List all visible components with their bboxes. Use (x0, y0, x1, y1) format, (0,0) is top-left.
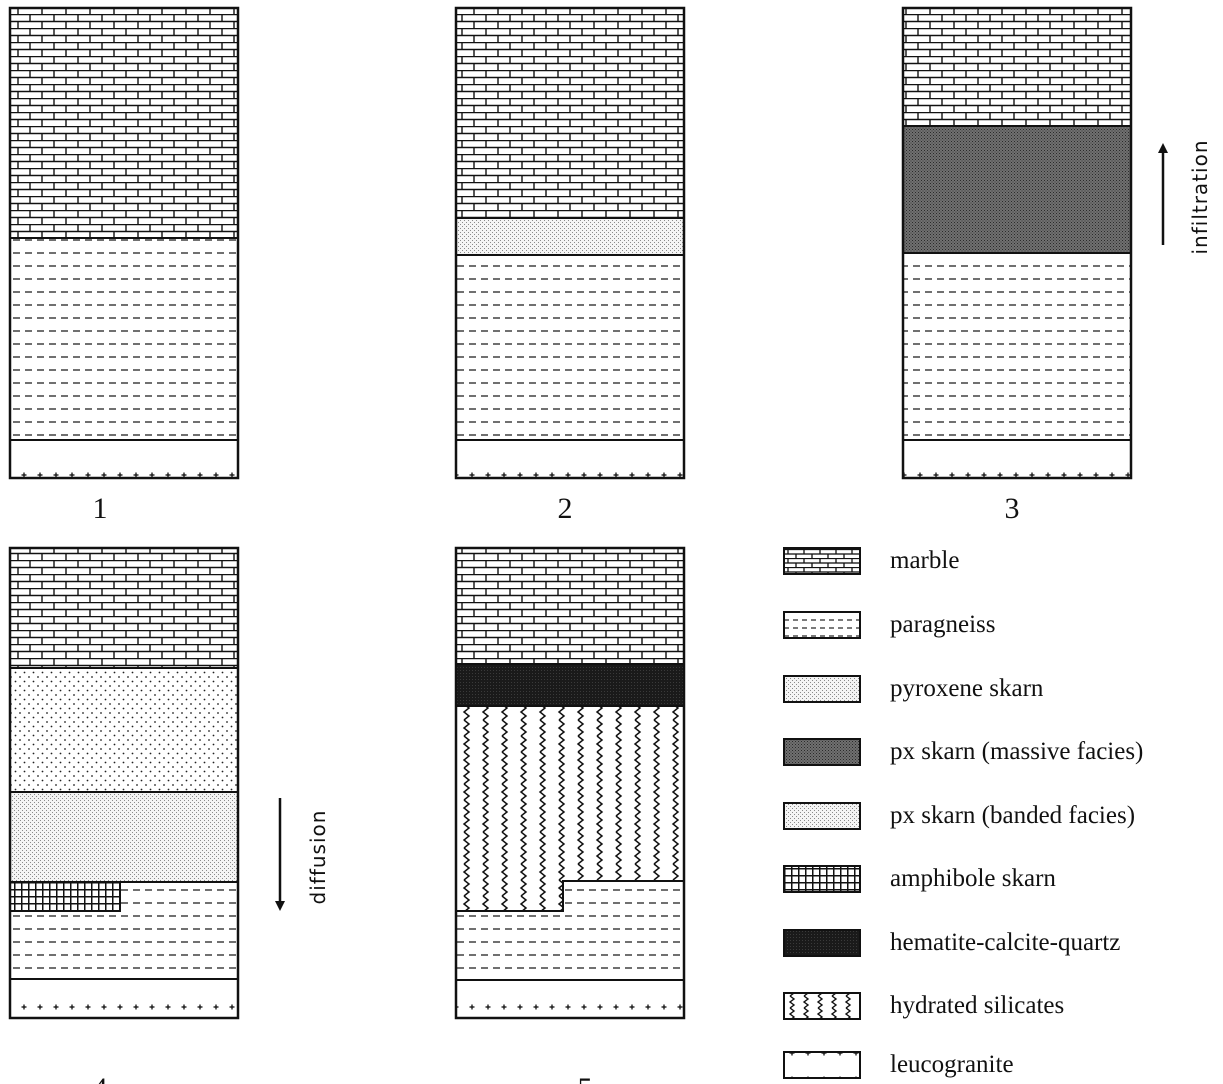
legend-label-banded-facies: px skarn (banded facies) (890, 802, 1135, 829)
column-5-outline (454, 546, 686, 1020)
legend-item-amphibole-skarn: amphibole skarn (783, 865, 1056, 893)
column-4-layer-amphibole-skarn (9, 881, 121, 912)
legend-item-paragneiss: paragneiss (783, 611, 996, 639)
legend-label-massive-facies: px skarn (massive facies) (890, 738, 1143, 765)
legend-label-amphibole-skarn: amphibole skarn (890, 865, 1056, 892)
column-2-layer-paragneiss (456, 255, 684, 440)
column-3-label: 3 (1005, 492, 1020, 525)
legend-item-leucogranite: leucogranite (783, 1051, 1014, 1079)
column-4-outline (8, 546, 240, 1020)
column-2-label: 2 (558, 492, 573, 525)
column-5-layer-hydrated-silicates (455, 705, 685, 912)
legend-label-hematite-calcite-quartz: hematite-calcite-quartz (890, 929, 1120, 956)
infiltration-label: infiltration (1188, 139, 1212, 254)
column-4-label: 4 (93, 1072, 108, 1084)
legend-label-paragneiss: paragneiss (890, 611, 996, 638)
legend-item-banded-facies: px skarn (banded facies) (783, 802, 1135, 830)
column-5: 5 (454, 546, 686, 1084)
legend-label-marble: marble (890, 547, 959, 574)
column-1-layer-marble (10, 8, 238, 238)
column-5-label: 5 (578, 1072, 593, 1084)
column-5-layer-hematite-calcite-quartz (456, 664, 684, 706)
legend-swatch-amphibole-skarn (783, 865, 861, 893)
column-2-outline (454, 6, 686, 480)
column-1: 1 (8, 6, 240, 525)
legend-swatch-banded-facies (783, 802, 861, 830)
column-4: 4 diffusion (8, 546, 330, 1084)
legend-swatch-massive-facies (783, 738, 861, 766)
legend-swatch-hydrated-silicates (783, 992, 861, 1020)
column-1-layer-paragneiss (10, 238, 238, 440)
column-3-layer-massive-facies (903, 126, 1131, 253)
column-3-layer-paragneiss (903, 253, 1131, 440)
column-1-layer-leucogranite (10, 440, 238, 478)
legend-swatch-leucogranite (783, 1051, 861, 1079)
column-5-layer-leucogranite (456, 980, 684, 1018)
column-4-layer-marble (10, 548, 238, 668)
column-2-layer-pyroxene-skarn (456, 218, 684, 255)
diffusion-label: diffusion (306, 810, 330, 905)
column-3-layer-marble (903, 8, 1131, 126)
legend-swatch-pyroxene-skarn (783, 675, 861, 703)
column-2-layer-marble (456, 8, 684, 218)
legend-label-leucogranite: leucogranite (890, 1051, 1014, 1078)
column-2-layer-leucogranite (456, 440, 684, 478)
column-3: 3 infiltration (901, 6, 1212, 525)
legend-item-marble: marble (783, 547, 959, 575)
legend-swatch-hematite-calcite-quartz (783, 929, 861, 957)
legend: marble paragneiss pyroxene skarn px skar… (783, 547, 1143, 1079)
column-1-label: 1 (93, 492, 108, 525)
legend-label-hydrated-silicates: hydrated silicates (890, 992, 1064, 1019)
column-2: 2 (454, 6, 686, 525)
legend-item-massive-facies: px skarn (massive facies) (783, 738, 1143, 766)
column-5-layer-marble (456, 548, 684, 664)
legend-item-hematite-calcite-quartz: hematite-calcite-quartz (783, 929, 1120, 957)
legend-swatch-paragneiss (783, 611, 861, 639)
column-3-outline (901, 6, 1133, 480)
column-3-layer-leucogranite (903, 440, 1131, 478)
column-1-outline (8, 6, 240, 480)
legend-label-pyroxene-skarn: pyroxene skarn (890, 675, 1044, 702)
legend-swatch-marble (783, 547, 861, 575)
column-4-layer-pyroxene-skarn (10, 792, 238, 882)
legend-item-hydrated-silicates: hydrated silicates (783, 992, 1064, 1020)
column-4-layer-leucogranite (10, 979, 238, 1018)
legend-item-pyroxene-skarn: pyroxene skarn (783, 675, 1044, 703)
column-4-layer-banded-facies (10, 668, 238, 792)
